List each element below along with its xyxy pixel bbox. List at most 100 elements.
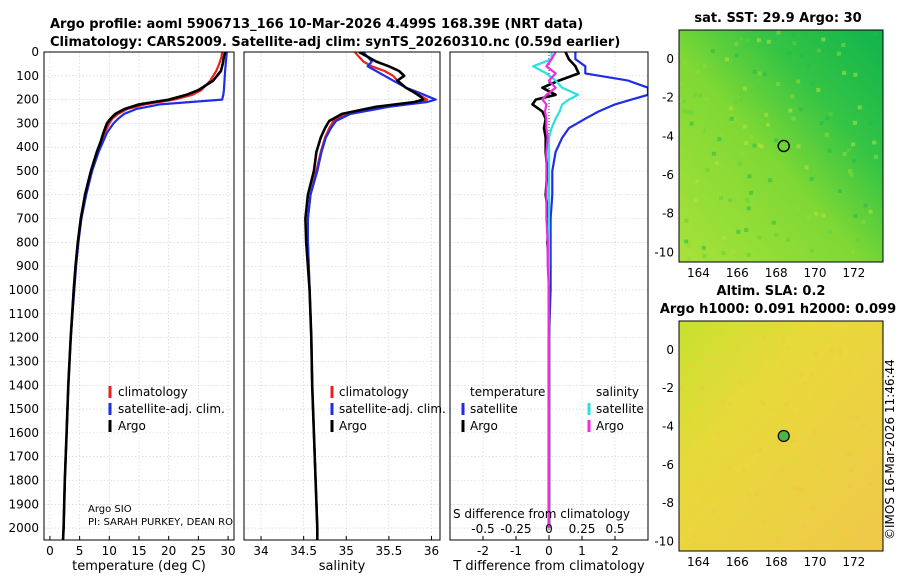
map-speckle <box>739 381 743 385</box>
map-speckle <box>717 366 722 371</box>
map-speckle <box>798 107 803 112</box>
map-speckle <box>775 82 780 86</box>
legend-label-t-satellite: satellite <box>470 402 518 416</box>
map-speckle <box>791 116 796 121</box>
difference-xlabel: T difference from climatology <box>452 559 645 574</box>
map-speckle <box>868 209 873 214</box>
map-speckle <box>729 116 734 121</box>
legend-label-s-argo: Argo <box>596 419 624 433</box>
map-speckle <box>701 471 706 476</box>
salinity-panel: 34 34.5 35 35.5 36 salinity climatology sate… <box>243 51 446 574</box>
depth-tick-labels: 0 100 200 300 400 500 600 700 800 900 1000 1100 1200… <box>8 45 39 535</box>
map-speckle <box>791 32 796 37</box>
map-speckle <box>733 99 738 104</box>
map-speckle <box>741 467 746 472</box>
map-speckle <box>820 474 825 479</box>
map-speckle <box>774 138 778 143</box>
map-speckle <box>855 416 860 421</box>
map-speckle <box>751 340 756 345</box>
map-speckle <box>779 467 784 472</box>
map-speckle <box>745 198 750 203</box>
map-speckle <box>774 354 779 359</box>
map-speckle <box>786 237 791 242</box>
map-speckle <box>766 39 771 44</box>
map-speckle <box>792 486 797 491</box>
map-speckle <box>737 161 742 166</box>
map-speckle <box>725 363 729 368</box>
map-speckle <box>852 159 857 164</box>
map-speckle <box>757 235 762 240</box>
map-y-tick-label: -4 <box>662 419 674 433</box>
legend-label-satellite: satellite-adj. clim. <box>118 402 225 416</box>
map-speckle <box>843 510 848 515</box>
map-speckle <box>744 141 749 146</box>
map-speckle <box>844 505 849 510</box>
x-tick-label: 36 <box>424 544 439 558</box>
map-speckle <box>774 114 779 119</box>
map-speckle <box>794 390 799 395</box>
map-speckle <box>790 411 795 416</box>
map-speckle <box>735 509 740 514</box>
map-speckle <box>682 372 687 376</box>
map-y-tick-label: -10 <box>654 534 674 548</box>
map-speckle <box>809 248 814 253</box>
depth-tick-label: 400 <box>16 140 39 154</box>
map-speckle <box>877 403 882 408</box>
map-speckle <box>733 118 738 123</box>
map-speckle <box>784 402 789 407</box>
map-speckle <box>861 219 866 224</box>
map-speckle <box>762 519 767 524</box>
map-speckle <box>774 377 779 382</box>
depth-tick-label: 1900 <box>8 497 39 511</box>
map-speckle <box>800 53 805 58</box>
map-speckle <box>796 487 801 492</box>
map-speckle <box>687 256 691 261</box>
map-speckle <box>692 534 697 539</box>
sla-map-title-line2: Argo h1000: 0.091 h2000: 0.099 <box>660 302 896 317</box>
map-speckle <box>734 41 739 46</box>
map-speckle <box>795 206 800 211</box>
map-speckle <box>838 349 842 354</box>
sla-map: Altim. SLA: 0.2 Argo h1000: 0.091 h2000:… <box>654 284 896 569</box>
map-speckle <box>756 38 761 43</box>
map-y-tick-label: -2 <box>662 91 674 105</box>
map-speckle <box>846 530 851 535</box>
map-speckle <box>714 161 719 166</box>
map-speckle <box>754 491 759 496</box>
salinity-legend: climatology satellite-adj. clim. Argo <box>330 385 446 433</box>
map-speckle <box>873 32 878 37</box>
legend-title-temperature: temperature <box>470 385 545 399</box>
annotation-argo-sio: Argo SIO <box>88 504 132 515</box>
map-speckle <box>774 536 779 541</box>
depth-tick-label: 1500 <box>8 402 39 416</box>
map-speckle <box>810 505 815 510</box>
map-y-tick-label: -2 <box>662 381 674 395</box>
map-speckle <box>816 48 821 53</box>
map-speckle <box>812 441 817 446</box>
map-speckle <box>809 372 814 377</box>
map-speckle <box>679 82 684 87</box>
sla-argo-marker <box>777 429 790 443</box>
map-speckle <box>790 467 795 472</box>
map-speckle <box>757 448 762 453</box>
map-speckle <box>758 104 763 109</box>
map-speckle <box>764 497 768 502</box>
map-speckle <box>828 229 832 234</box>
legend-title-salinity: salinity <box>596 385 639 399</box>
map-speckle <box>746 206 751 211</box>
map-speckle <box>705 167 710 172</box>
map-speckle <box>689 363 694 368</box>
map-speckle <box>742 86 747 91</box>
map-speckle <box>702 64 707 69</box>
map-speckle <box>724 57 729 62</box>
map-speckle <box>788 108 793 113</box>
depth-tick-label: 200 <box>16 93 39 107</box>
map-speckle <box>681 99 686 104</box>
map-speckle <box>752 420 757 425</box>
map-speckle <box>841 43 846 47</box>
map-speckle <box>744 228 749 232</box>
map-speckle <box>839 493 844 498</box>
map-y-tick-label: -6 <box>662 168 674 182</box>
map-speckle <box>792 41 797 46</box>
map-speckle <box>847 168 852 173</box>
